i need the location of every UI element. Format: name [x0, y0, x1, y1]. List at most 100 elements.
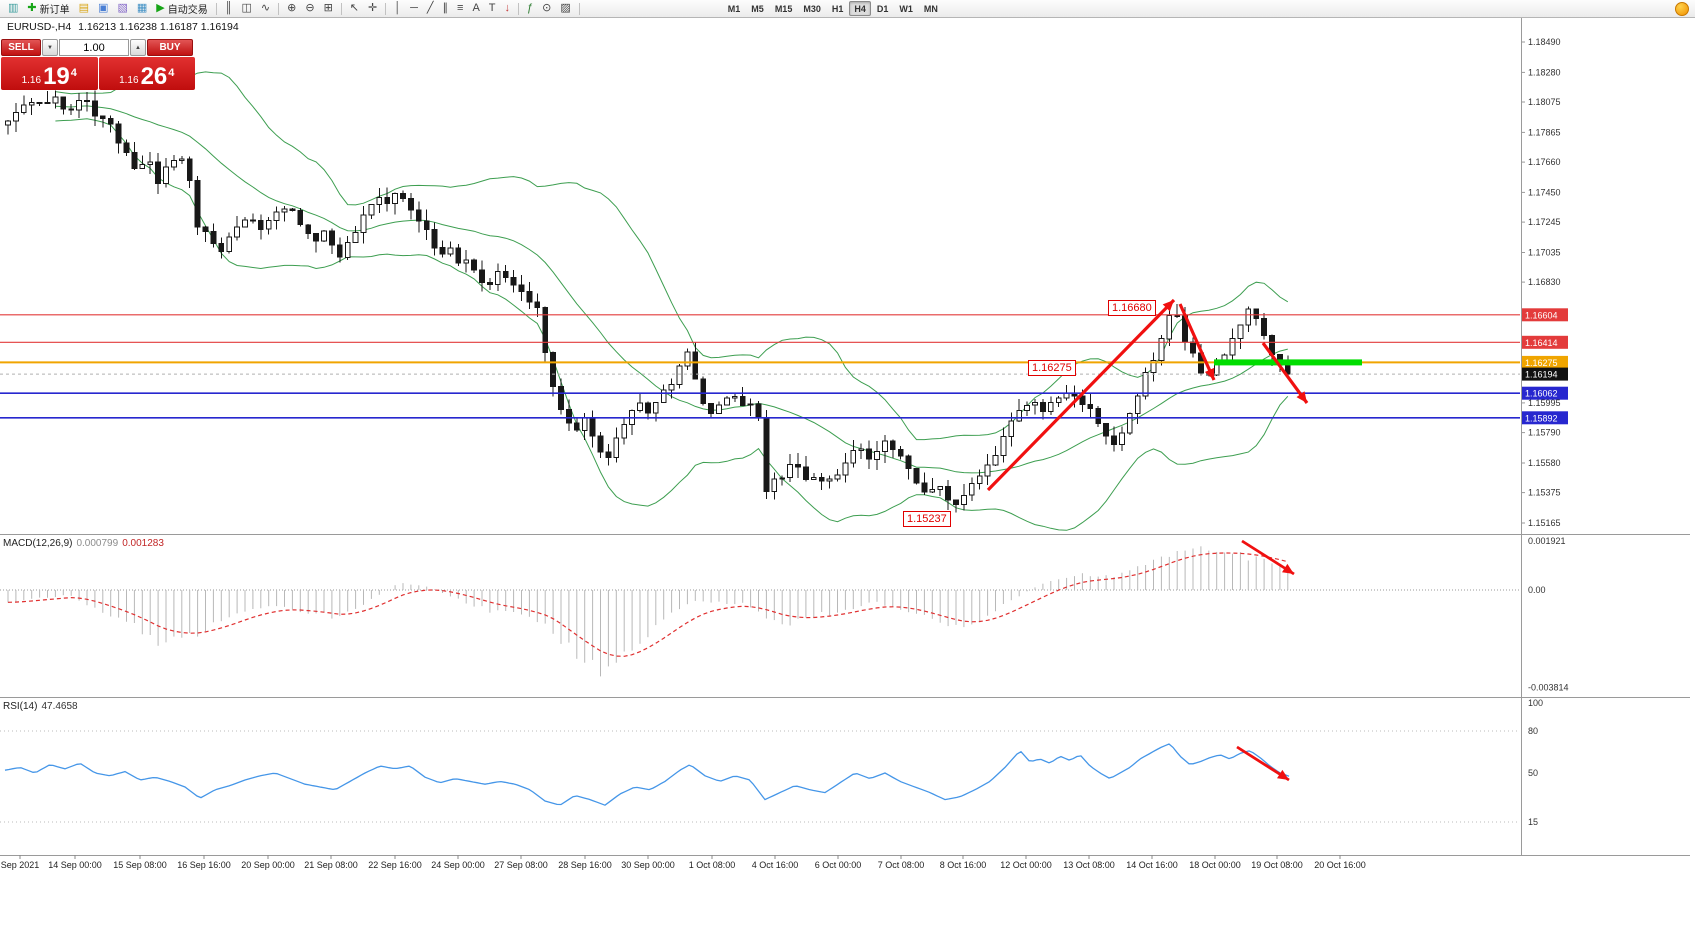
price-axis-label: 1.17865 [1528, 127, 1561, 137]
macd-axis-label: 0.00 [1528, 585, 1546, 595]
trend-arrow[interactable] [986, 298, 1176, 492]
autotrading-button[interactable]: ▶ 自动交易 [152, 1, 211, 17]
text-button[interactable]: A [468, 1, 483, 17]
bollinger-bands [55, 70, 1289, 531]
channel-button[interactable]: ∥ [439, 1, 453, 17]
vertical-line-button[interactable]: │ [390, 1, 405, 17]
market-watch-icon: ▤ [78, 2, 90, 14]
svg-text:1.16062: 1.16062 [1525, 389, 1558, 399]
toolbar: ▥ ✚ 新订单 ▤ ▣ ▧ ▦ ▶ 自动交易 ║ ◫ ∿ ⊕ ⊖ ⊞ ↖ ✛ │ ─ ╱ ∥ ≡ A T ↓ ƒ ⊙ ▨ M1 M5 M1… [0, 0, 1695, 18]
bar-chart-icon: ║ [224, 2, 233, 14]
autotrading-icon: ▶ [156, 2, 165, 14]
rsi-axis-label: 80 [1528, 726, 1538, 736]
price-axis-label: 1.15790 [1528, 428, 1561, 438]
volume-increase-button[interactable]: ▲ [130, 39, 146, 56]
timeframe-group: M1 M5 M15 M30 H1 H4 D1 W1 MN [723, 1, 943, 16]
zoom-out-button[interactable]: ⊖ [301, 1, 318, 17]
community-icon[interactable] [1675, 1, 1689, 16]
trade-controls-row: SELL ▼ ▲ BUY [1, 39, 195, 56]
sell-price-base: 1.16 [21, 75, 42, 86]
indicators-button[interactable]: ƒ [523, 1, 537, 17]
price-axis[interactable]: 1.18490 1.18280 1.18075 1.17865 1.17660 1.174… [1521, 37, 1568, 528]
timeframe-m1-button[interactable]: M1 [723, 1, 746, 16]
candlestick-chart-button[interactable]: ◫ [238, 1, 256, 17]
indicators-icon: ƒ [527, 2, 534, 14]
trend-arrow[interactable] [1236, 745, 1290, 782]
zoom-in-icon: ⊕ [287, 2, 297, 14]
macd-panel: 0.001921 0.00 -0.003814 [0, 536, 1569, 692]
data-window-button[interactable]: ▣ [94, 1, 112, 17]
horizontal-level-lines[interactable] [0, 314, 1520, 419]
text-icon: A [472, 2, 480, 14]
trendline-icon: ╱ [426, 2, 434, 14]
navigator-button[interactable]: ▧ [113, 1, 131, 17]
label-icon: T [488, 2, 496, 14]
time-axis-label: 24 Sep 00:00 [431, 860, 485, 870]
time-axis-label: 16 Sep 16:00 [177, 860, 231, 870]
timeframe-m5-button[interactable]: M5 [746, 1, 769, 16]
panel-separators[interactable] [0, 18, 1690, 856]
time-axis-label: 18 Oct 00:00 [1189, 860, 1241, 870]
arrows-button[interactable]: ↓ [501, 1, 515, 17]
time-axis-label: 7 Oct 08:00 [878, 860, 925, 870]
line-chart-icon: ∿ [260, 2, 271, 14]
cursor-button[interactable]: ↖ [346, 1, 363, 17]
crosshair-button[interactable]: ✛ [364, 1, 381, 17]
line-chart-button[interactable]: ∿ [257, 1, 274, 17]
label-button[interactable]: T [485, 1, 500, 17]
zoom-in-button[interactable]: ⊕ [283, 1, 300, 17]
price-axis-label: 1.17245 [1528, 217, 1561, 227]
bar-chart-button[interactable]: ║ [221, 1, 237, 17]
trend-arrow[interactable] [1261, 342, 1309, 404]
time-axis-label: 12 Oct 00:00 [1000, 860, 1052, 870]
templates-button[interactable]: ▨ [556, 1, 574, 17]
timeframe-w1-button[interactable]: W1 [894, 1, 918, 16]
toolbar-separator [385, 2, 387, 15]
buy-price-display[interactable]: 1.16 26 4 [98, 57, 195, 90]
time-axis[interactable]: Sep 2021 14 Sep 00:00 15 Sep 08:00 16 Sep 1… [1, 855, 1366, 870]
zoom-out-icon: ⊖ [305, 2, 315, 14]
time-axis-label: 27 Sep 08:00 [494, 860, 548, 870]
horizontal-line-button[interactable]: ─ [406, 1, 422, 17]
timeframe-m15-button[interactable]: M15 [770, 1, 798, 16]
arrows-icon: ↓ [504, 2, 511, 14]
new-chart-button[interactable]: ▥ [4, 1, 22, 17]
volume-input[interactable] [59, 39, 129, 56]
timeframe-m30-button[interactable]: M30 [798, 1, 826, 16]
timeframe-h1-button[interactable]: H1 [827, 1, 849, 16]
market-watch-button[interactable]: ▤ [75, 1, 93, 17]
sell-button[interactable]: SELL [1, 39, 41, 56]
chart-symbol-period: EURUSD-,H4 [7, 21, 72, 33]
price-axis-label: 1.17035 [1528, 247, 1561, 257]
sell-price-pip: 4 [70, 67, 77, 79]
toolbar-separator [215, 2, 217, 15]
trend-arrow[interactable] [1178, 303, 1216, 381]
candlestick-series [5, 90, 1291, 513]
time-axis-label: 4 Oct 16:00 [752, 860, 799, 870]
cursor-icon: ↖ [349, 2, 360, 14]
time-axis-label: Sep 2021 [1, 860, 40, 870]
tile-windows-button[interactable]: ⊞ [320, 1, 337, 17]
price-axis-label: 1.18075 [1528, 97, 1561, 107]
new-order-button[interactable]: ✚ 新订单 [23, 1, 73, 17]
price-axis-tag: 1.16062 [1522, 386, 1568, 400]
support-highlight-bar[interactable] [1214, 359, 1362, 366]
terminal-button[interactable]: ▦ [133, 1, 151, 17]
spin-up-icon: ▲ [135, 44, 141, 51]
new-chart-icon: ▥ [8, 2, 19, 14]
periods-button[interactable]: ⊙ [538, 1, 555, 17]
sell-price-display[interactable]: 1.16 19 4 [1, 57, 98, 90]
timeframe-d1-button[interactable]: D1 [872, 1, 894, 16]
timeframe-h4-button[interactable]: H4 [849, 1, 871, 16]
trend-arrow[interactable] [1241, 539, 1295, 576]
price-axis-label: 1.18280 [1528, 67, 1561, 77]
trendline-button[interactable]: ╱ [423, 1, 438, 17]
fibonacci-button[interactable]: ≡ [453, 1, 467, 17]
spin-down-icon: ▼ [47, 44, 53, 51]
buy-button[interactable]: BUY [147, 39, 193, 56]
timeframe-mn-button[interactable]: MN [919, 1, 943, 16]
price-annotation: 1.16275 [1028, 360, 1076, 376]
volume-decrease-button[interactable]: ▼ [42, 39, 58, 56]
time-axis-label: 20 Sep 00:00 [241, 860, 295, 870]
